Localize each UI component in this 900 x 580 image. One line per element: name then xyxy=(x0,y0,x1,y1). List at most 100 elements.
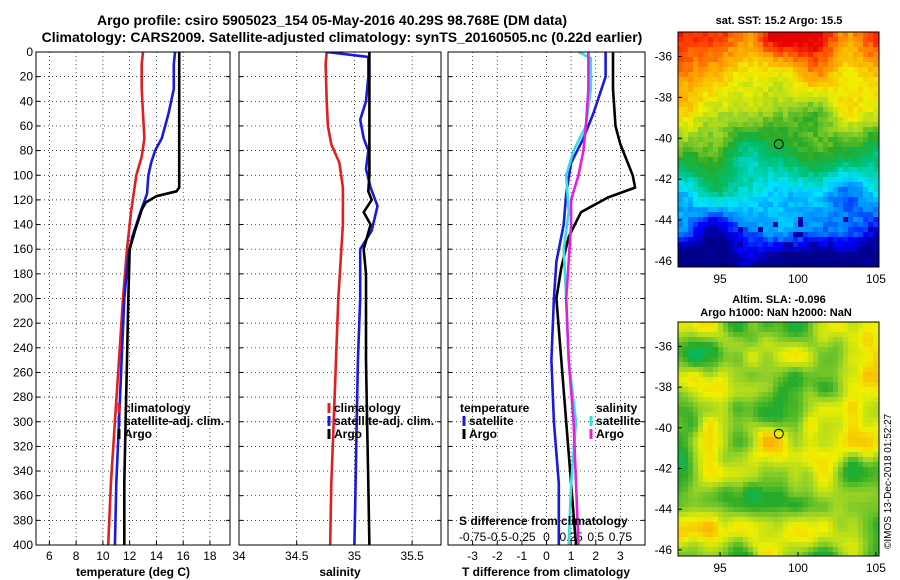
difference-plot-frame xyxy=(447,51,646,546)
heatmap-cell xyxy=(773,347,778,352)
heatmap-cell xyxy=(778,342,783,347)
heatmap-cell xyxy=(843,357,848,362)
heatmap-cell xyxy=(863,477,868,482)
heatmap-cell xyxy=(708,342,713,347)
heatmap-cell xyxy=(853,387,858,392)
heatmap-cell xyxy=(868,332,873,337)
heatmap-cell xyxy=(813,112,818,117)
heatmap-cell xyxy=(748,32,753,37)
heatmap-cell xyxy=(798,77,803,82)
heatmap-cell xyxy=(778,532,783,537)
heatmap-cell xyxy=(773,112,778,117)
heatmap-cell xyxy=(783,347,788,352)
heatmap-cell xyxy=(798,482,803,487)
heatmap-cell xyxy=(703,397,708,402)
figure-title-line2: Climatology: CARS2009. Satellite-adjuste… xyxy=(42,29,643,45)
heatmap-cell xyxy=(768,327,773,332)
heatmap-cell xyxy=(838,152,843,157)
heatmap-cell xyxy=(693,322,698,327)
heatmap-cell xyxy=(743,107,748,112)
heatmap-cell xyxy=(823,162,828,167)
heatmap-cell xyxy=(828,122,833,127)
heatmap-cell xyxy=(828,162,833,167)
heatmap-cell xyxy=(858,202,863,207)
heatmap-cell xyxy=(778,72,783,77)
heatmap-cell xyxy=(823,502,828,507)
heatmap-cell xyxy=(803,132,808,137)
heatmap-cell xyxy=(718,502,723,507)
heatmap-cell xyxy=(693,212,698,217)
heatmap-cell xyxy=(713,342,718,347)
heatmap-cell xyxy=(828,42,833,47)
heatmap-cell xyxy=(773,392,778,397)
heatmap-cell xyxy=(823,352,828,357)
heatmap-cell xyxy=(688,82,693,87)
heatmap-cell xyxy=(678,62,683,67)
heatmap-cell xyxy=(833,547,838,552)
heatmap-cell xyxy=(718,337,723,342)
heatmap-cell xyxy=(733,207,738,212)
heatmap-cell xyxy=(778,487,783,492)
heatmap-cell xyxy=(783,122,788,127)
heatmap-cell xyxy=(853,232,858,237)
heatmap-cell xyxy=(763,127,768,132)
heatmap-cell xyxy=(698,107,703,112)
heatmap-cell xyxy=(858,367,863,372)
heatmap-cell xyxy=(748,502,753,507)
heatmap-cell xyxy=(798,472,803,477)
heatmap-cell xyxy=(723,532,728,537)
heatmap-cell xyxy=(808,217,813,222)
heatmap-cell xyxy=(698,92,703,97)
heatmap-cell xyxy=(823,227,828,232)
heatmap-cell xyxy=(718,547,723,552)
heatmap-cell xyxy=(718,382,723,387)
heatmap-cell xyxy=(853,482,858,487)
heatmap-cell xyxy=(838,212,843,217)
heatmap-cell xyxy=(838,42,843,47)
heatmap-cell xyxy=(773,262,778,267)
heatmap-cell xyxy=(753,397,758,402)
heatmap-cell xyxy=(808,252,813,257)
heatmap-cell xyxy=(693,502,698,507)
heatmap-cell xyxy=(723,477,728,482)
heatmap-cell xyxy=(848,67,853,72)
heatmap-cell xyxy=(683,47,688,52)
heatmap-cell xyxy=(708,417,713,422)
heatmap-cell xyxy=(843,162,848,167)
heatmap-cell xyxy=(793,442,798,447)
heatmap-cell xyxy=(818,357,823,362)
heatmap-cell xyxy=(738,257,743,262)
heatmap-cell xyxy=(783,487,788,492)
heatmap-cell xyxy=(778,542,783,547)
heatmap-cell xyxy=(698,327,703,332)
heatmap-cell xyxy=(838,337,843,342)
heatmap-cell xyxy=(828,47,833,52)
heatmap-cell xyxy=(868,397,873,402)
heatmap-cell xyxy=(868,522,873,527)
heatmap-cell xyxy=(753,237,758,242)
heatmap-cell xyxy=(793,42,798,47)
heatmap-cell xyxy=(763,172,768,177)
heatmap-cell xyxy=(788,202,793,207)
heatmap-cell xyxy=(698,482,703,487)
heatmap-cell xyxy=(833,37,838,42)
heatmap-cell xyxy=(873,257,878,262)
heatmap-cell xyxy=(793,32,798,37)
heatmap-cell xyxy=(693,137,698,142)
heatmap-cell xyxy=(803,82,808,87)
heatmap-cell xyxy=(683,547,688,552)
heatmap-cell xyxy=(818,327,823,332)
heatmap-cell xyxy=(838,387,843,392)
heatmap-cell xyxy=(833,417,838,422)
heatmap-cell xyxy=(748,157,753,162)
heatmap-cell xyxy=(863,132,868,137)
heatmap-cell xyxy=(783,467,788,472)
heatmap-cell xyxy=(728,347,733,352)
heatmap-cell xyxy=(798,467,803,472)
heatmap-cell xyxy=(858,92,863,97)
heatmap-cell xyxy=(758,482,763,487)
heatmap-cell xyxy=(823,97,828,102)
heatmap-cell xyxy=(808,322,813,327)
heatmap-cell xyxy=(713,67,718,72)
